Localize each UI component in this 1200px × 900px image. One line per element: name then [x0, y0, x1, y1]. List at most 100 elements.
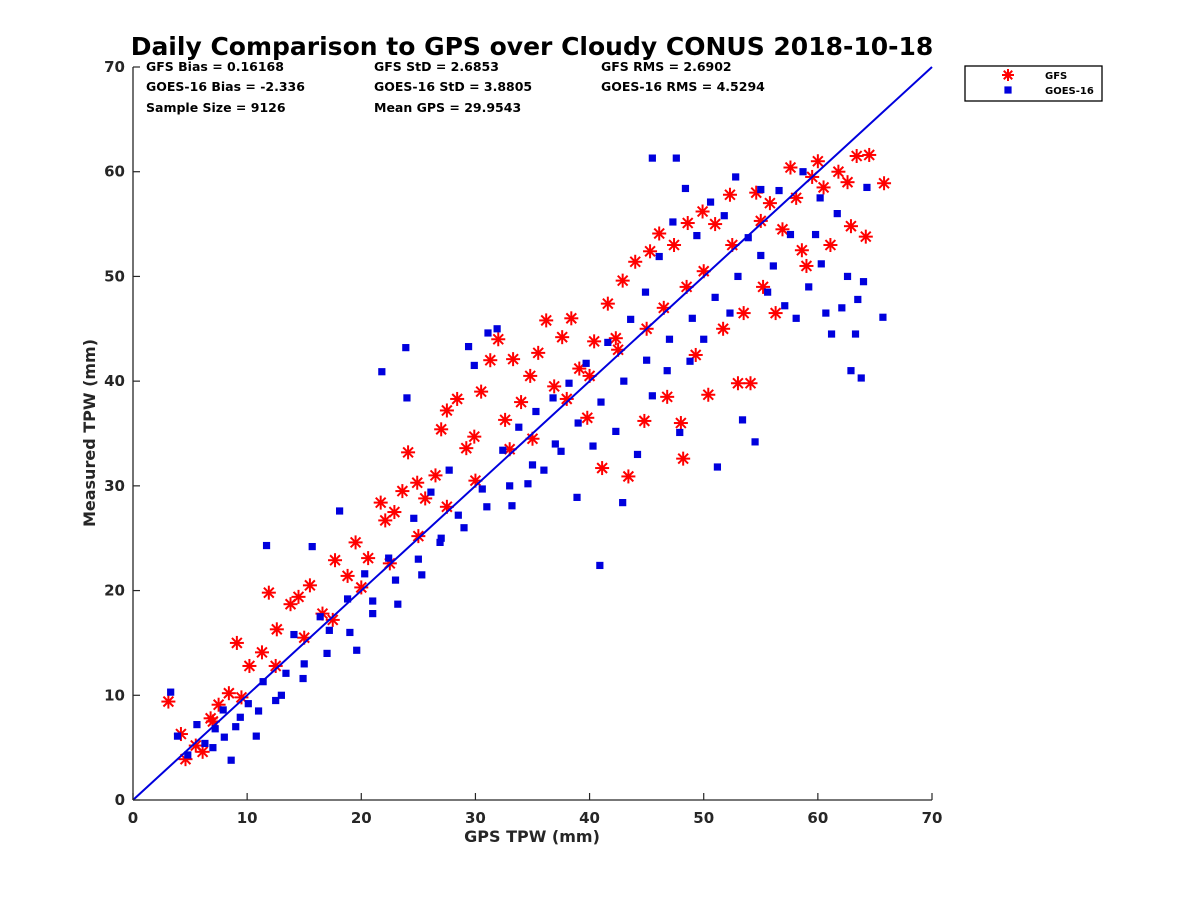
goes-16-point-121 [597, 398, 605, 406]
gfs-point-76 [775, 222, 790, 237]
goes-16-point-61 [655, 252, 663, 261]
goes-16-point-5 [211, 725, 219, 733]
gfs-point-36 [491, 332, 506, 347]
goes-16-point-33 [436, 538, 444, 547]
gfs-point-85 [831, 164, 846, 179]
stat-0-0: GFS Bias = 0.16168 [146, 59, 284, 74]
goes-16-point-75 [744, 234, 752, 242]
gfs-point-38 [506, 352, 521, 367]
gfs-point-61 [676, 451, 691, 466]
goes-16-point-115 [460, 524, 468, 532]
gfs-point-52 [615, 273, 630, 288]
goes-16-point-116 [483, 503, 491, 511]
goes-16-point-95 [854, 295, 862, 304]
gfs-point-77-stroke-3 [784, 161, 797, 174]
gfs-point-48 [587, 334, 602, 349]
gfs-point-87 [843, 219, 858, 234]
gfs-point-73-stroke-3 [757, 281, 769, 293]
goes-16-point-64 [676, 428, 684, 437]
gfs-point-30 [439, 403, 454, 418]
gfs-point-106-stroke-3 [270, 660, 282, 672]
gfs-point-69-stroke-3 [732, 377, 744, 389]
goes-16-point-100 [672, 154, 680, 162]
gfs-point-31 [450, 391, 465, 406]
goes-16-point-7 [227, 756, 235, 764]
goes-16-point-30 [410, 514, 418, 522]
gfs-point-90 [862, 147, 877, 162]
stats-annotations: GFS Bias = 0.16168 GFS StD = 2.6853 GFS RM… [146, 59, 765, 115]
gfs-point-28-stroke-3 [429, 469, 442, 482]
gfs-point-71 [743, 376, 758, 391]
gfs-point-70 [736, 306, 751, 321]
goes-16-point-109 [323, 649, 331, 657]
goes-16-point-21 [343, 595, 352, 603]
gfs-point-80 [799, 258, 814, 273]
gfs-point-33-stroke-3 [468, 430, 480, 443]
gfs-point-80-stroke-3 [800, 260, 813, 272]
gfs-point-37-stroke-3 [499, 414, 511, 426]
goes-16-point-4 [201, 739, 209, 748]
gfs-point-99-stroke-3 [698, 265, 710, 277]
gfs-point-34-stroke-3 [475, 385, 487, 398]
legend-gfs-marker [1002, 69, 1014, 81]
gfs-point-97-stroke-3 [355, 581, 367, 594]
gfs-point-23 [387, 505, 402, 520]
goes-16-point-92 [843, 272, 852, 281]
goes-16-point-49 [565, 379, 573, 387]
gfs-point-35-stroke-3 [484, 354, 496, 366]
gfs-point-111-stroke-3 [726, 239, 738, 251]
x-tick-label-30: 30 [465, 809, 486, 827]
gfs-point-51-stroke-3 [610, 332, 622, 344]
goes-16-point-47 [549, 394, 557, 402]
gfs-point-64-stroke-3 [696, 205, 709, 218]
gfs-point-93-stroke-3 [583, 370, 596, 382]
goes-16-point-82 [786, 230, 795, 239]
stat-1-2: GOES-16 RMS = 4.5294 [601, 79, 765, 94]
gfs-point-54 [628, 254, 643, 269]
goes-16-point-38 [478, 485, 486, 493]
goes-16-point-41 [499, 446, 507, 454]
legend: GFS GOES-16 [964, 65, 1103, 102]
goes-16-point-37 [470, 361, 478, 370]
goes-16-point-123 [643, 356, 651, 364]
gfs-point-18-stroke-3 [341, 570, 354, 582]
goes-16-point-2 [184, 751, 192, 759]
gfs-point-74-stroke-3 [764, 197, 776, 209]
gfs-point-32-stroke-3 [460, 442, 472, 454]
goes-16-point-28 [402, 344, 410, 352]
goes-16-point-103 [209, 744, 217, 752]
gfs-point-57-stroke-3 [653, 227, 665, 240]
gfs-point-95-stroke-3 [469, 474, 482, 487]
gfs-point-17 [328, 553, 343, 568]
goes-16-point-18 [316, 613, 324, 621]
y-axis-ticks: 0 10 20 30 40 50 60 70 [104, 58, 140, 809]
goes-16-point-16 [299, 674, 307, 683]
stat-1-1: GOES-16 StD = 3.8805 [374, 79, 532, 94]
gfs-point-79-stroke-3 [796, 244, 808, 256]
goes-16-point-102 [817, 260, 825, 268]
goes-16-point-31 [418, 571, 426, 579]
gfs-point-24-stroke-3 [396, 485, 409, 497]
goes-16-point-45 [532, 407, 540, 416]
goes-16-point-56 [619, 499, 627, 507]
goes-16-point-113 [414, 555, 422, 563]
gfs-point-44-stroke-3 [556, 331, 568, 343]
goes-16-point-51 [582, 359, 590, 367]
goes-16-point-23 [361, 570, 369, 578]
gfs-point-66-stroke-3 [709, 218, 721, 230]
gfs-point-20-stroke-3 [362, 552, 374, 564]
x-tick-label-40: 40 [579, 809, 600, 827]
gfs-point-56-stroke-3 [644, 245, 656, 257]
goes-16-point-91 [838, 304, 846, 312]
gfs-point-26 [410, 475, 425, 490]
gfs-point-4-stroke-3 [196, 746, 209, 758]
legend-box [964, 65, 1103, 102]
gfs-point-59 [667, 238, 682, 253]
goes-16-point-32 [427, 488, 435, 496]
gfs-point-107-stroke-3 [207, 715, 219, 728]
gfs-point-12 [269, 622, 284, 637]
gfs-point-50 [600, 296, 615, 311]
goes-16-point-34 [445, 466, 453, 474]
gfs-point-14 [291, 589, 306, 604]
goes-16-point-108 [300, 660, 308, 668]
